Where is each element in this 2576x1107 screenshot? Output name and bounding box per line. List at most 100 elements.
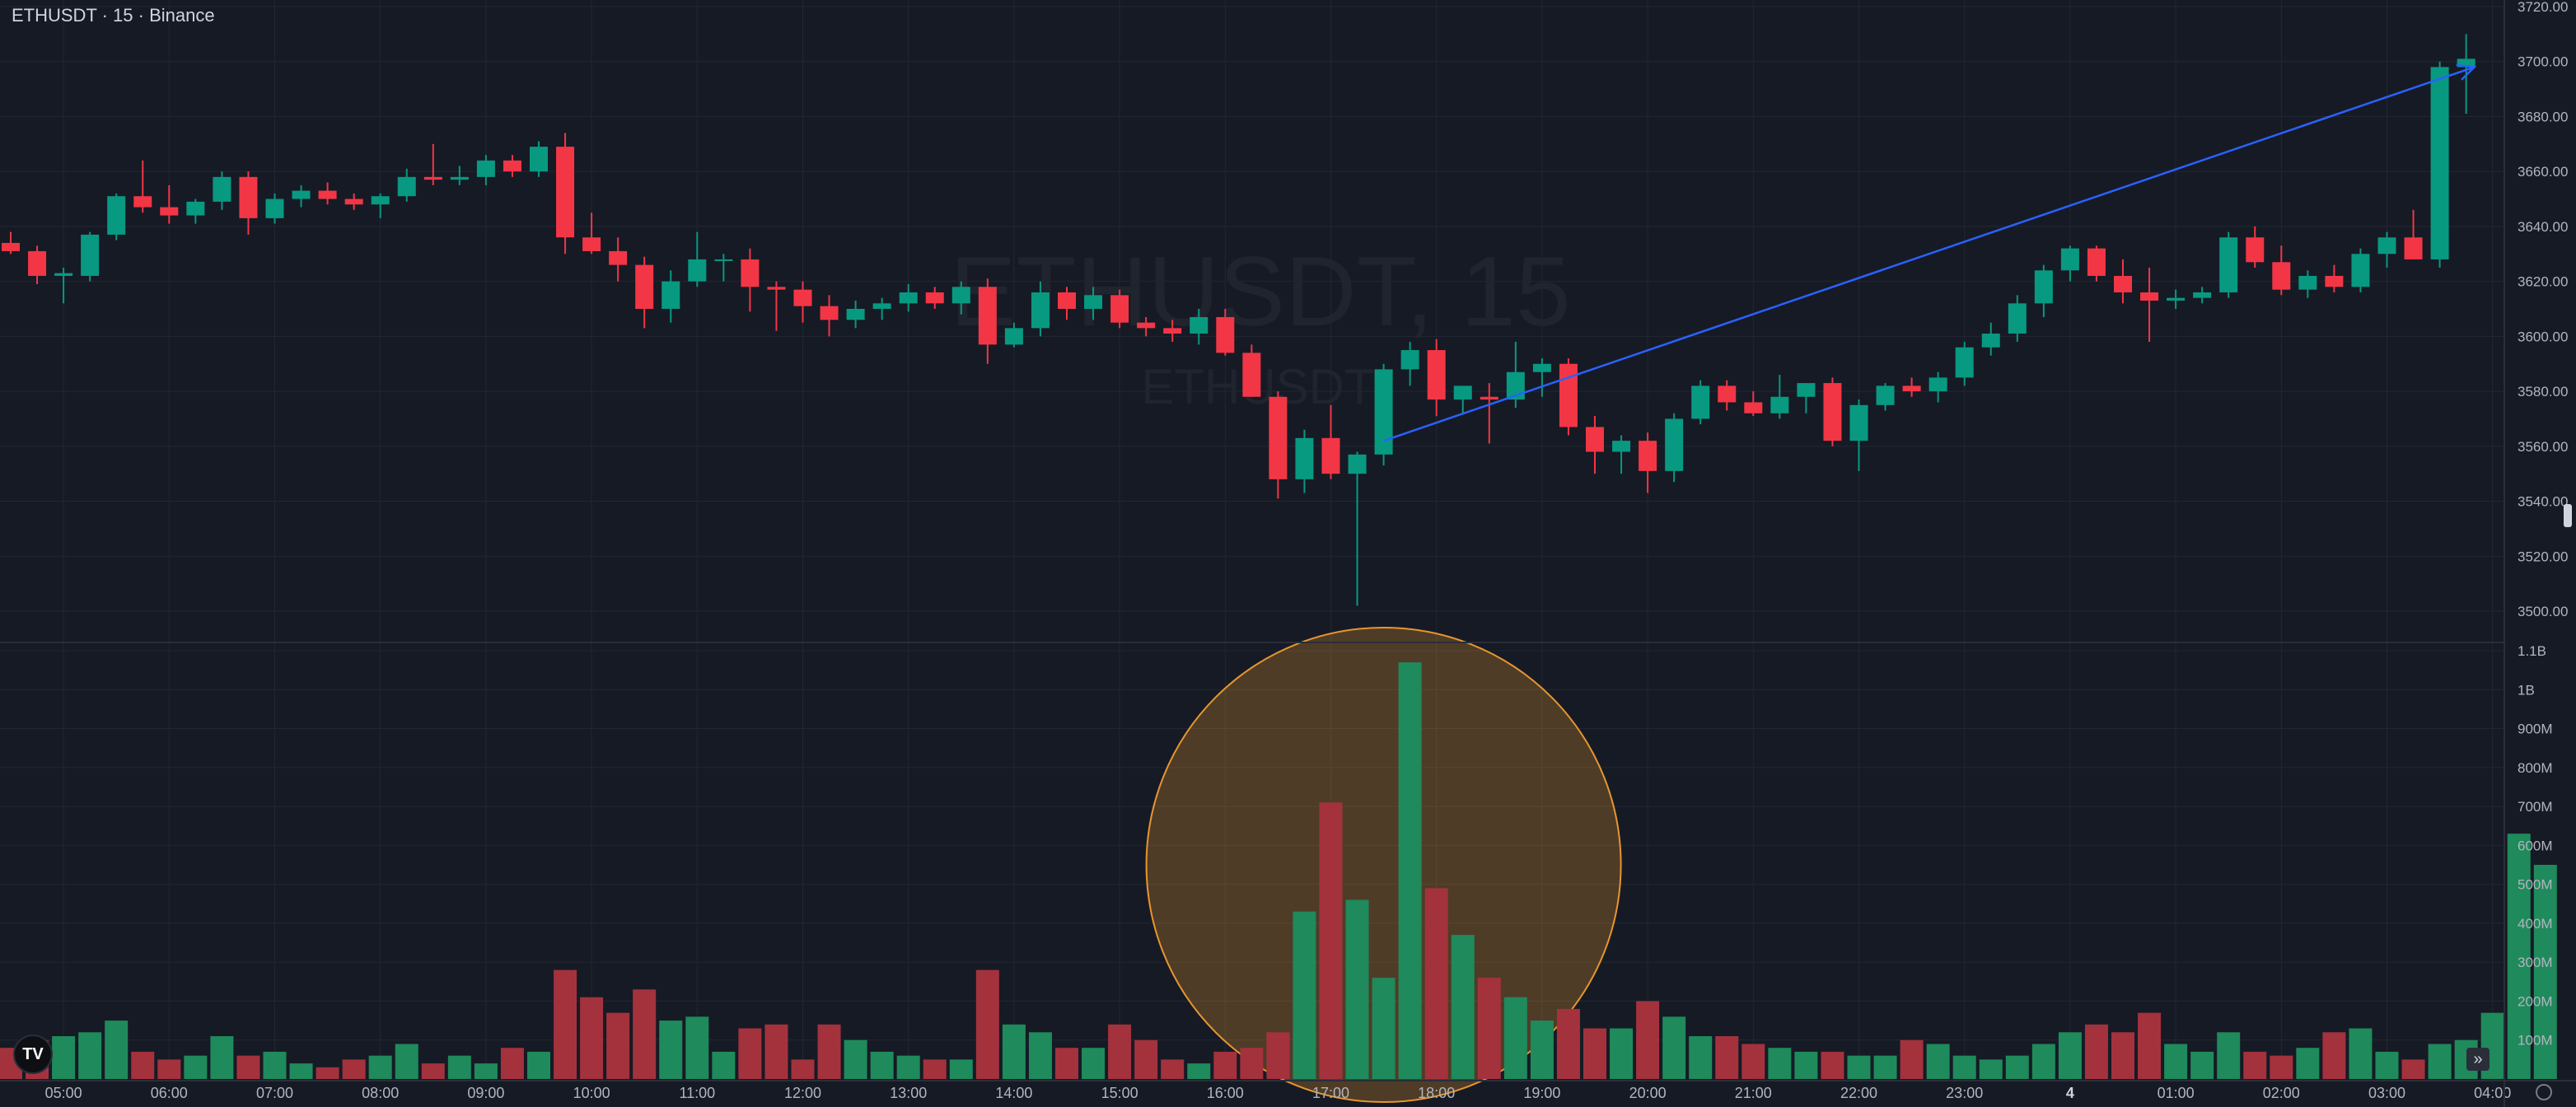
price-tick-label: 3540.00	[2518, 494, 2568, 510]
price-tick-label: 3680.00	[2518, 109, 2568, 124]
price-tick-label: 3660.00	[2518, 164, 2568, 180]
candle	[2060, 245, 2079, 282]
time-tick-label: 04:00	[2474, 1085, 2511, 1101]
candle	[688, 231, 707, 287]
volume-bar	[1451, 935, 1475, 1079]
candle	[1981, 322, 2000, 356]
volume-bar	[1161, 1059, 1185, 1079]
volume-bar	[1372, 978, 1396, 1079]
gear-icon[interactable]	[2536, 1084, 2552, 1100]
volume-bar	[1768, 1048, 1792, 1079]
time-tick-label: 21:00	[1735, 1085, 1772, 1101]
volume-tick-label: 100M	[2518, 1033, 2553, 1049]
volume-bar	[817, 1024, 841, 1079]
volume-bar	[2005, 1055, 2029, 1079]
volume-bar	[421, 1063, 445, 1079]
candle	[1665, 413, 1684, 483]
candle	[265, 193, 284, 224]
volume-bar	[2164, 1044, 2188, 1079]
volume-bar	[395, 1044, 418, 1079]
highlight-circle-shape	[1145, 627, 1622, 1103]
watermark: ETHUSDT, 15 ETHUSDT	[950, 236, 1571, 414]
candle	[2193, 287, 2212, 304]
volume-bar	[289, 1063, 313, 1079]
candle	[503, 155, 521, 177]
volume-bar	[949, 1059, 973, 1079]
time-tick-label: 23:00	[1946, 1085, 1983, 1101]
candle	[2272, 245, 2291, 296]
volume-bar	[1266, 1032, 1290, 1079]
volume-bar	[659, 1021, 683, 1079]
volume-bar	[368, 1055, 392, 1079]
candle	[899, 283, 918, 312]
candle	[160, 184, 179, 224]
double-chevron-right-icon[interactable]: »	[2466, 1048, 2490, 1071]
candle	[54, 267, 73, 304]
candle	[662, 270, 680, 323]
volume-bar	[923, 1059, 947, 1079]
volume-bar	[1028, 1032, 1052, 1079]
trend-arrow[interactable]	[1383, 63, 2477, 442]
volume-bar	[78, 1032, 102, 1079]
volume-bar	[105, 1021, 129, 1079]
volume-bar	[764, 1024, 788, 1079]
volume-bar	[1821, 1051, 1844, 1079]
volume-bar	[1979, 1059, 2003, 1079]
candle	[107, 193, 126, 241]
candle	[423, 143, 442, 185]
candle	[820, 295, 839, 337]
time-axis[interactable]: 05:00 06:00 07:00 08:00 09:00 10:00 11:00 12:00…	[45, 1085, 2512, 1101]
volume-bar	[2031, 1044, 2055, 1079]
candle	[1480, 383, 1498, 444]
volume-bar	[236, 1055, 260, 1079]
price-axis[interactable]: 3720.00 3700.00 3680.00 3660.00 3640.00 3620.…	[2518, 0, 2568, 619]
time-tick-label: 03:00	[2368, 1085, 2405, 1101]
candle	[951, 281, 970, 315]
candle	[2298, 270, 2317, 298]
volume-bar	[896, 1055, 920, 1079]
volume-bar	[1741, 1044, 1765, 1079]
volume-bar	[2375, 1051, 2399, 1079]
volume-tick-label: 200M	[2518, 993, 2553, 1009]
candle	[1506, 342, 1525, 409]
candle	[1190, 309, 1209, 345]
candle	[1744, 391, 1763, 417]
volume-highlight-circle[interactable]	[1145, 627, 1622, 1103]
candle	[1269, 391, 1288, 499]
time-tick-label: 12:00	[784, 1085, 821, 1101]
volume-bar	[342, 1059, 366, 1079]
price-scale-handle-icon[interactable]	[2564, 504, 2572, 527]
volume-bar	[2217, 1032, 2241, 1079]
candle	[872, 297, 891, 320]
candle	[767, 281, 786, 331]
time-tick-label: 14:00	[995, 1085, 1032, 1101]
volume-bar	[633, 989, 657, 1079]
candle	[2087, 245, 2106, 282]
volume-bar	[1240, 1048, 1264, 1079]
time-tick-label: 07:00	[256, 1085, 293, 1101]
volume-bar	[1847, 1055, 1871, 1079]
volume-bar	[1213, 1051, 1237, 1079]
candle	[2, 231, 20, 255]
candle	[1031, 281, 1050, 337]
volume-bar	[1794, 1051, 1818, 1079]
trend-arrow-line	[1383, 66, 2475, 442]
volume-bar	[1082, 1048, 1106, 1079]
chart-title[interactable]: ETHUSDT · 15 · Binance	[12, 5, 215, 26]
candle	[2325, 264, 2344, 292]
tradingview-logo-icon[interactable]: TV	[13, 1035, 53, 1074]
candle	[556, 133, 575, 255]
volume-axis[interactable]: 1.1B 1B 900M 800M 700M 600M 500M 400M 300M 200M 10…	[2518, 643, 2553, 1049]
volume-bar	[2322, 1032, 2346, 1079]
candle	[1849, 399, 1868, 471]
volume-bar	[844, 1039, 867, 1079]
volume-bar	[2111, 1032, 2134, 1079]
candle	[1532, 358, 1551, 397]
volume-bar	[580, 997, 604, 1079]
price-tick-label: 3620.00	[2518, 274, 2568, 290]
candle	[582, 213, 601, 255]
candle	[318, 182, 337, 205]
time-tick-label: 13:00	[890, 1085, 927, 1101]
time-tick-label: 06:00	[151, 1085, 188, 1101]
